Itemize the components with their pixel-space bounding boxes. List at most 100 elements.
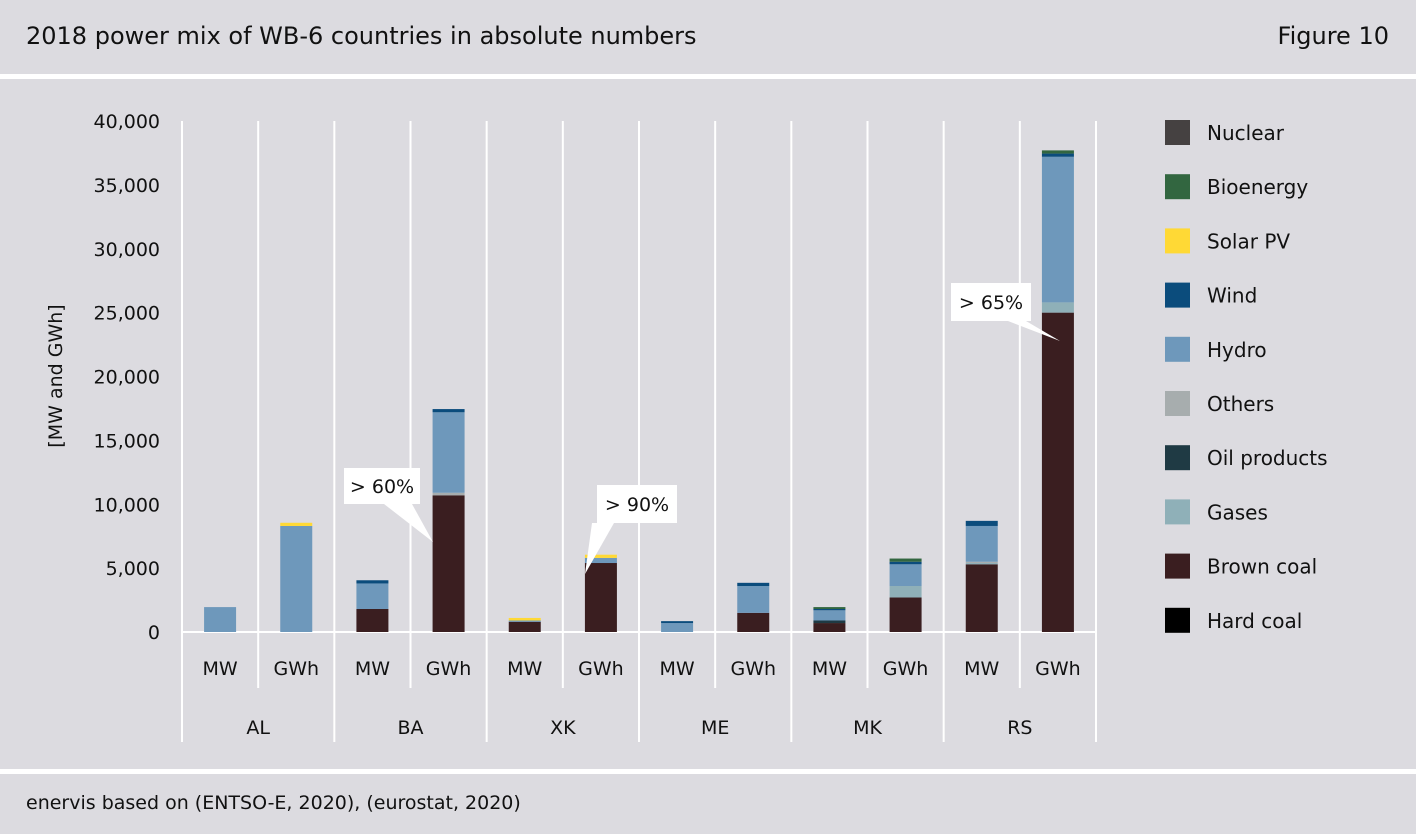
- bar-segment-brown-coal: [432, 495, 465, 632]
- legend-swatch: [1165, 499, 1190, 525]
- x-tick-label: GWh: [578, 658, 624, 680]
- legend-swatch: [1165, 553, 1190, 579]
- legend-swatch: [1165, 336, 1190, 362]
- y-tick-label: 0: [148, 622, 160, 644]
- x-tick-label: MW: [964, 658, 999, 680]
- bar-segment-brown-coal: [889, 597, 922, 632]
- bar-segment-solar-pv: [584, 554, 617, 558]
- group-label: AL: [246, 717, 270, 739]
- group-label: RS: [1007, 717, 1032, 739]
- callout-label: > 65%: [959, 292, 1023, 314]
- x-tick-label: MW: [355, 658, 390, 680]
- callout-box: [951, 283, 1031, 321]
- bar-segment-hydro: [813, 610, 846, 621]
- bar-segment-hydro: [280, 525, 313, 632]
- bar-segment-brown-coal: [1041, 312, 1074, 632]
- legend-label: Solar PV: [1207, 229, 1290, 253]
- bar-segment-bioenergy: [813, 607, 846, 610]
- bar-segment-brown-coal: [508, 621, 541, 632]
- y-tick-label: 20,000: [94, 367, 160, 389]
- bar-segment-brown-coal: [737, 612, 770, 632]
- bar-segment-wind: [356, 580, 389, 584]
- legend-label: Hard coal: [1207, 609, 1302, 633]
- y-tick-label: 40,000: [94, 111, 160, 133]
- x-tick-label: GWh: [273, 658, 319, 680]
- bar-segment-wind: [737, 582, 770, 587]
- legend-label: Gases: [1207, 500, 1268, 524]
- legend-label: Hydro: [1207, 338, 1267, 362]
- legend-label: Oil products: [1207, 446, 1328, 470]
- legend-swatch: [1165, 391, 1190, 416]
- legend-swatch: [1165, 607, 1190, 633]
- bar-segment-hydro: [508, 620, 541, 622]
- legend-label: Wind: [1207, 284, 1257, 308]
- bar-segment-oil-products: [813, 620, 846, 624]
- bar-segment-others: [965, 561, 998, 564]
- group-label: BA: [397, 717, 423, 739]
- bar-segment-brown-coal: [584, 563, 617, 632]
- bar-segment-bioenergy: [1041, 150, 1074, 154]
- y-tick-label: 35,000: [94, 175, 160, 197]
- y-tick-label: 15,000: [94, 430, 160, 452]
- bar-segment-wind: [813, 609, 846, 611]
- x-tick-label: GWh: [426, 658, 472, 680]
- legend-label: Others: [1207, 392, 1274, 416]
- bar-segment-hydro: [661, 623, 694, 632]
- bar-segment-hydro: [737, 586, 770, 613]
- x-tick-label: MW: [507, 658, 542, 680]
- callout-label: > 90%: [605, 494, 669, 516]
- bar-segment-gases: [889, 586, 922, 598]
- bar-segment-hydro: [584, 557, 617, 564]
- bar-segment-gases: [1041, 302, 1074, 313]
- bar-segment-solar-pv: [280, 522, 313, 526]
- group-label: MK: [853, 717, 882, 739]
- bar-segment-hydro: [965, 525, 998, 562]
- stacked-bar-chart: 0 5,000 10,000 15,000 20,000 25,000 30,000 35,0…: [45, 111, 1328, 742]
- callout-box: [344, 468, 420, 504]
- bar-segment-hydro: [432, 412, 465, 493]
- x-tick-label: GWh: [1035, 658, 1081, 680]
- group-label: XK: [550, 717, 576, 739]
- bar-segment-brown-coal: [813, 623, 846, 632]
- callout-pointer: [585, 523, 614, 574]
- footer-divider: [0, 769, 1416, 774]
- callout-pointer: [1008, 321, 1060, 341]
- bar-segment-solar-pv: [508, 617, 541, 621]
- legend-label: Bioenergy: [1207, 175, 1308, 199]
- bar-segment-bioenergy: [889, 558, 922, 562]
- bar-segment-hydro: [1041, 156, 1074, 303]
- callout-pointer: [384, 504, 433, 542]
- y-tick-label: 5,000: [106, 558, 160, 580]
- legend-swatch: [1165, 445, 1190, 471]
- y-tick-label: 10,000: [94, 494, 160, 516]
- x-tick-label: MW: [202, 658, 237, 680]
- bar-segment-hydro: [889, 564, 922, 587]
- bar-segment-wind: [432, 409, 465, 413]
- y-tick-label: 25,000: [94, 303, 160, 325]
- title-bar: 2018 power mix of WB-6 countries in abso…: [0, 0, 1416, 74]
- bar-segment-wind: [661, 621, 694, 624]
- x-tick-label: GWh: [730, 658, 776, 680]
- bar-segment-wind: [965, 520, 998, 526]
- bar-segment-brown-coal: [965, 564, 998, 632]
- x-tick-label: MW: [659, 658, 694, 680]
- callout-box: [597, 485, 677, 523]
- legend-swatch: [1165, 282, 1190, 308]
- legend-swatch: [1165, 228, 1190, 254]
- legend-swatch: [1165, 174, 1190, 200]
- bar-segment-others: [432, 492, 465, 496]
- legend-label: Brown coal: [1207, 555, 1317, 579]
- bar-segment-hydro: [204, 607, 237, 632]
- header-divider: [0, 74, 1416, 79]
- callout-label: > 60%: [350, 476, 414, 498]
- bar-segment-gases: [965, 563, 998, 565]
- legend-label: Nuclear: [1207, 121, 1285, 145]
- bar-segment-wind: [1041, 153, 1074, 157]
- bar-segment-wind: [889, 561, 922, 565]
- chart-title: 2018 power mix of WB-6 countries in abso…: [26, 22, 697, 50]
- figure-number: Figure 10: [1277, 22, 1389, 50]
- x-tick-label: GWh: [883, 658, 929, 680]
- group-label: ME: [701, 717, 729, 739]
- y-tick-label: 30,000: [94, 239, 160, 261]
- y-axis-label: [MW and GWh]: [45, 304, 67, 447]
